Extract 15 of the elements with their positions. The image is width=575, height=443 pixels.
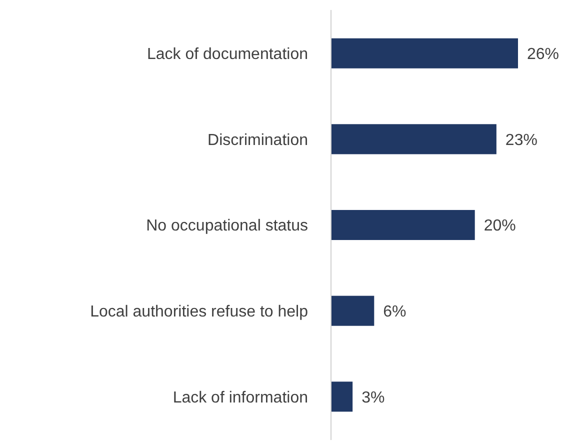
y-tick-label: No occupational status xyxy=(146,218,308,235)
bar xyxy=(331,382,353,412)
y-tick-label: Lack of documentation xyxy=(147,46,308,63)
y-tick-label: Local authorities refuse to help xyxy=(90,303,308,320)
y-tick-label: Lack of information xyxy=(172,389,308,406)
y-tick-label: Discrimination xyxy=(208,132,308,149)
data-label: 20% xyxy=(484,218,516,235)
data-label: 6% xyxy=(383,303,406,320)
bar xyxy=(331,124,496,154)
data-label: 3% xyxy=(362,389,385,406)
data-label: 26% xyxy=(527,46,560,63)
bar xyxy=(331,38,518,68)
data-label: 23% xyxy=(505,132,538,149)
bar xyxy=(331,296,374,326)
bar xyxy=(331,210,475,240)
